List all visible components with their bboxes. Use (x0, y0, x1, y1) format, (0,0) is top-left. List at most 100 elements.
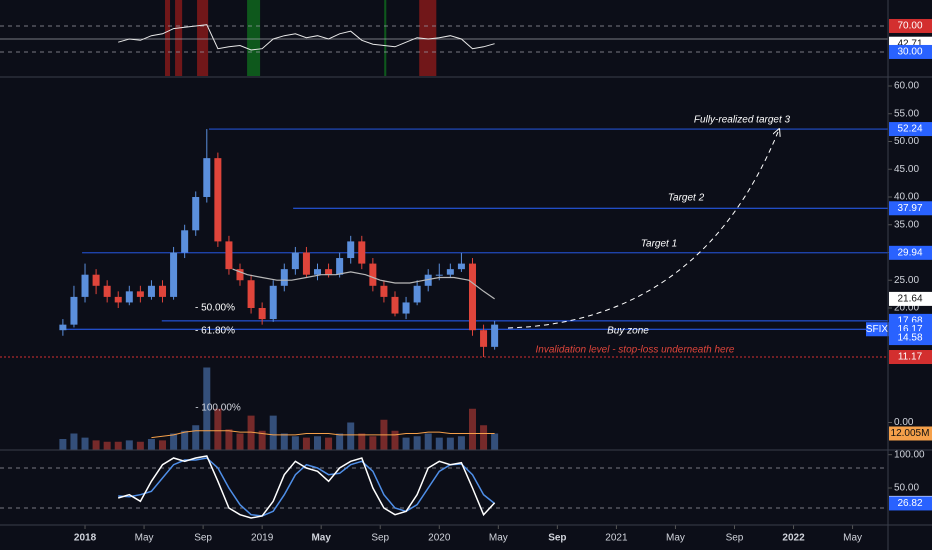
price-tag: 37.97 (897, 203, 922, 214)
rsi-tag: 30.00 (897, 47, 922, 58)
y-tick-label: 45.00 (894, 164, 919, 175)
annotation: - 100.00% (195, 403, 241, 414)
candle-body (258, 307, 266, 320)
price-tag: 52.24 (897, 124, 922, 135)
rsi-line (118, 24, 495, 51)
annotation: Invalidation level - stop-loss underneat… (535, 345, 734, 356)
candle-body (181, 230, 189, 253)
candle-body (391, 296, 399, 314)
volume-bar (302, 437, 310, 450)
price-tag: 11.17 (898, 352, 923, 363)
y-tick-label: 0.00 (894, 417, 914, 428)
volume-bar (214, 408, 222, 450)
volume-bar (347, 422, 355, 450)
volume-bar (59, 439, 67, 450)
volume-bar (280, 433, 288, 450)
volume-bar (314, 436, 322, 450)
x-tick-label: 2022 (782, 533, 805, 544)
volume-bar (181, 430, 189, 450)
y-tick-label: 20.00 (894, 303, 919, 314)
candle-body (480, 330, 488, 347)
volume-bar (236, 433, 244, 450)
y-tick-label: 35.00 (894, 219, 919, 230)
y-tick-label: 25.00 (894, 275, 919, 286)
x-tick-label: 2020 (428, 533, 451, 544)
x-tick-label: May (489, 533, 508, 544)
price-tag: 21.64 (897, 294, 922, 305)
candle-body (314, 269, 322, 275)
volume-bar (159, 440, 167, 450)
candle-body (302, 252, 310, 275)
symbol-label: SFIX (866, 324, 889, 335)
volume-bar (125, 440, 133, 450)
candle-body (380, 285, 388, 297)
volume-bar (147, 439, 155, 450)
annotation: Target 1 (641, 239, 677, 250)
y-tick-label: 50.00 (894, 136, 919, 147)
candle-body (147, 285, 155, 297)
candle-body (236, 269, 244, 281)
volume-bar (291, 436, 299, 450)
x-tick-label: May (843, 533, 862, 544)
price-tag-bg (889, 331, 932, 346)
annotation: Buy zone (607, 326, 649, 337)
candle-body (424, 274, 432, 286)
volume-bar (402, 437, 410, 450)
volume-tag: 12.005M (891, 428, 930, 439)
candle-body (269, 285, 277, 320)
rsi-tag-bg (889, 44, 932, 59)
volume-bar (92, 440, 100, 450)
volume-bar (81, 437, 89, 450)
rsi-tag: 42.71 (897, 38, 922, 49)
signal-highlight (165, 0, 171, 76)
candle-body (347, 241, 355, 259)
volume-bar (491, 433, 499, 450)
price-tag: 16.17 (897, 324, 922, 335)
x-tick-label: Sep (726, 533, 744, 544)
candle-body (92, 274, 100, 286)
candle-body (81, 274, 89, 297)
candle-body (70, 296, 78, 325)
y-tick-label: 50.00 (894, 483, 919, 494)
candle-body (280, 269, 288, 286)
volume-bar (391, 430, 399, 450)
x-tick-label: 2021 (605, 533, 628, 544)
signal-highlight (384, 0, 387, 76)
candle-body (247, 280, 255, 308)
volume-bar (369, 436, 377, 450)
volume-bar (480, 425, 488, 450)
rsi-tag-bg (889, 18, 932, 33)
volume-bar (114, 441, 122, 450)
candle-body (491, 324, 499, 347)
candle-body (59, 324, 67, 331)
volume-bar (247, 415, 255, 450)
candle-body (358, 241, 366, 264)
signal-highlight (197, 0, 209, 76)
volume-bar (336, 433, 344, 450)
candle-body (203, 158, 211, 197)
volume-bar (136, 441, 144, 450)
candle-body (170, 252, 178, 297)
volume-ma (151, 430, 495, 439)
price-tag-bg (889, 350, 932, 365)
candle-body (457, 263, 465, 270)
annotation: Target 2 (668, 193, 705, 204)
signal-highlight (419, 0, 437, 76)
x-tick-label: 2018 (74, 533, 97, 544)
rsi-tag: 70.00 (897, 21, 922, 32)
volume-bar (446, 437, 454, 450)
price-tag-bg (889, 201, 932, 216)
volume-bar (258, 430, 266, 450)
symbol-bg (866, 322, 889, 337)
x-tick-label: Sep (371, 533, 389, 544)
volume-bar (269, 415, 277, 450)
y-tick-label: 55.00 (894, 108, 919, 119)
price-tag-bg (889, 291, 932, 306)
y-tick-label: 60.00 (894, 81, 919, 92)
candle-body (114, 296, 122, 303)
candle-body (214, 158, 222, 242)
x-tick-label: May (666, 533, 685, 544)
